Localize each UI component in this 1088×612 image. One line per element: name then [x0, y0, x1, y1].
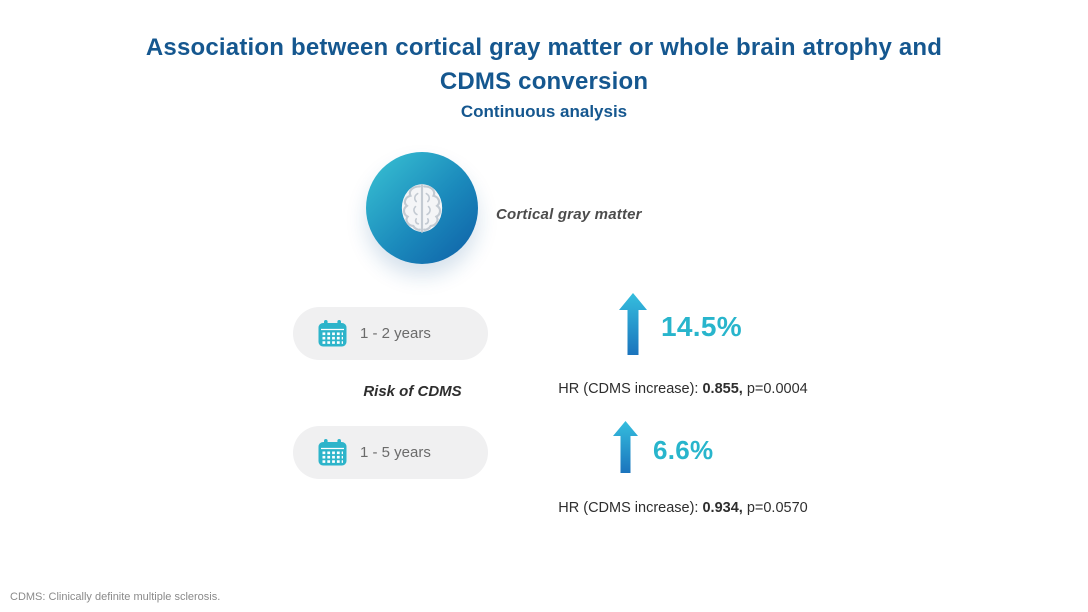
- footnote: CDMS: Clinically definite multiple scler…: [10, 591, 221, 603]
- timeframe-pill-2: 1 - 5 years: [293, 426, 488, 479]
- calendar-icon: [318, 320, 347, 347]
- up-arrow-icon: [612, 420, 639, 474]
- page-title-line1: Association between cortical gray matter…: [145, 34, 943, 61]
- timeframe-pill-1: 1 - 2 years: [293, 307, 488, 360]
- brain-badge: [366, 152, 478, 264]
- brain-icon: [386, 172, 458, 244]
- hr-prefix-1: HR (CDMS increase):: [558, 381, 703, 397]
- hr-pvalue-2: p=0.0570: [742, 500, 808, 516]
- up-arrow-icon: [618, 292, 648, 356]
- hr-value-1: 0.855,: [702, 381, 743, 397]
- page-title-line2: CDMS conversion: [439, 68, 649, 95]
- hr-prefix-2: HR (CDMS increase):: [558, 500, 703, 516]
- page-subtitle: Continuous analysis: [460, 102, 628, 121]
- hr-stat-1: HR (CDMS increase): 0.855, p=0.0004: [523, 381, 843, 397]
- hr-pvalue-1: p=0.0004: [742, 381, 808, 397]
- timeframe-label-2: 1 - 5 years: [360, 444, 431, 461]
- page-title: Association between cortical gray matter…: [0, 31, 1088, 99]
- percent-increase-2: 6.6%: [653, 435, 714, 465]
- percent-increase-1: 14.5%: [661, 311, 742, 342]
- section-label: Cortical gray matter: [496, 206, 642, 223]
- calendar-icon: [318, 439, 347, 466]
- hr-value-2: 0.934,: [702, 500, 743, 516]
- hr-stat-2: HR (CDMS increase): 0.934, p=0.0570: [523, 500, 843, 516]
- timeframe-label-1: 1 - 2 years: [360, 325, 431, 342]
- risk-of-cdms-label: Risk of CDMS: [363, 383, 462, 400]
